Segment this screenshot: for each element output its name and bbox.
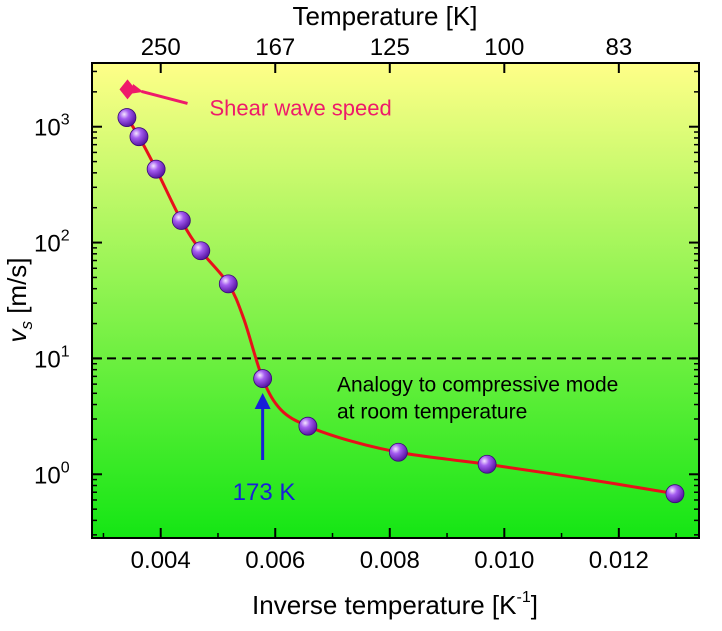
top-tick-label-0: 250	[141, 34, 181, 61]
x-tick-label-4: 0.012	[589, 547, 649, 574]
data-point-10	[665, 484, 685, 504]
top-axis-title: Temperature [K]	[293, 1, 478, 31]
y-tick-label-2: 102	[34, 228, 70, 258]
data-point-9	[477, 454, 497, 474]
x-tick-label-3: 0.010	[474, 547, 534, 574]
y-tick-label-3: 103	[34, 112, 70, 142]
x-tick-label-1: 0.006	[245, 547, 305, 574]
y-axis-title: vs [m/s]	[2, 257, 36, 342]
y-axis-title-unit: [m/s]	[2, 257, 32, 321]
y-axis-title-sub: s	[17, 321, 36, 330]
shear-wave-label: Shear wave speed	[210, 95, 392, 120]
x-axis-title-sup: -1	[517, 589, 531, 606]
data-point-4	[191, 241, 211, 261]
data-point-0	[117, 108, 137, 127]
reference-label-line2: at room temperature	[337, 400, 527, 423]
x-axis-title: Inverse temperature [K-1]	[252, 589, 538, 620]
x-axis-title-close: ]	[531, 590, 538, 620]
plot-background	[92, 63, 699, 538]
y-axis-title-var: v	[2, 328, 32, 343]
transition-label: 173 K	[233, 479, 296, 506]
annotation-layer: Shear wave speed Analogy to compressive m…	[119, 79, 618, 506]
x-tick-label-2: 0.008	[360, 547, 420, 574]
data-point-6	[253, 369, 273, 388]
top-tick-label-4: 83	[605, 34, 632, 61]
shear-wave-arrow	[130, 84, 188, 105]
transition-arrow-head	[254, 393, 271, 409]
data-point-3	[171, 211, 191, 230]
plot-frame	[91, 62, 700, 539]
x-axis-title-main: Inverse temperature [K	[252, 590, 517, 620]
data-point-1	[129, 127, 149, 147]
reference-label-line1: Analogy to compressive mode	[337, 373, 618, 396]
y-tick-label-0: 100	[34, 459, 70, 489]
data-point-8	[388, 442, 408, 462]
y-tick-label-1: 101	[34, 343, 70, 373]
data-point-7	[298, 416, 318, 436]
data-points-layer	[117, 108, 685, 504]
top-tick-label-1: 167	[255, 34, 295, 61]
data-point-5	[218, 274, 238, 294]
axis-layer: 0.004 0.006 0.008 0.010 0.012 250 167 125 100 83 1…	[34, 34, 699, 574]
x-tick-label-0: 0.004	[131, 547, 191, 574]
data-point-2	[146, 159, 166, 179]
top-tick-label-2: 125	[370, 34, 410, 61]
top-tick-label-3: 100	[484, 34, 524, 61]
